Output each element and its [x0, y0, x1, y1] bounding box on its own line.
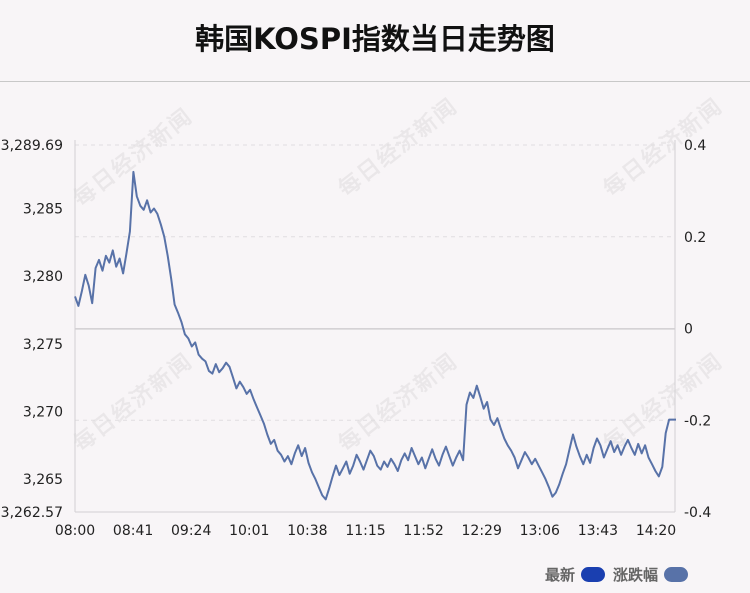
- series-line-latest: [74, 170, 676, 501]
- y-left-tick-label: 3,275: [23, 337, 63, 353]
- x-tick-label: 13:43: [578, 523, 618, 539]
- chart-title: 韩国KOSPI指数当日走势图: [195, 22, 555, 56]
- x-tick-label: 09:24: [171, 523, 211, 539]
- x-tick-label: 14:20: [636, 523, 676, 539]
- y-right-tick-label: 0.4: [684, 138, 706, 154]
- y-right-tick-label: -0.4: [684, 505, 711, 521]
- legend-item-latest[interactable]: 最新: [545, 564, 605, 585]
- legend-item-change[interactable]: 涨跌幅: [613, 564, 688, 585]
- y-left-tick-label: 3,285: [23, 201, 63, 217]
- y-left-tick-label: 3,289.69: [1, 138, 63, 154]
- legend-label-latest: 最新: [544, 565, 575, 584]
- y-left-tick-label: 3,270: [23, 404, 63, 420]
- x-tick-label: 10:38: [287, 523, 327, 539]
- x-tick-label: 11:52: [403, 523, 443, 539]
- legend-swatch-change: [664, 566, 688, 582]
- legend-label-change: 涨跌幅: [612, 565, 658, 584]
- y-right-tick-label: 0: [684, 322, 693, 338]
- x-tick-label: 08:41: [113, 523, 153, 539]
- x-tick-label: 10:01: [229, 523, 269, 539]
- title-divider: [0, 81, 750, 82]
- y-right-tick-label: -0.2: [684, 413, 711, 429]
- legend: 最新 涨跌幅: [545, 562, 688, 586]
- x-tick-label: 13:06: [520, 523, 560, 539]
- y-right-tick-label: 0.2: [684, 230, 706, 246]
- legend-swatch-latest: [580, 566, 605, 582]
- x-tick-label: 11:15: [345, 523, 385, 539]
- x-tick-label: 08:00: [55, 523, 95, 539]
- y-left-tick-label: 3,280: [23, 269, 63, 285]
- line-chart: 3,289.69 3,285 3,280 3,275 3,270 3,265 3,262.5…: [1, 138, 712, 539]
- y-left-tick-label: 3,262.57: [1, 505, 63, 521]
- y-left-tick-label: 3,265: [23, 472, 63, 488]
- x-tick-label: 12:29: [462, 523, 502, 539]
